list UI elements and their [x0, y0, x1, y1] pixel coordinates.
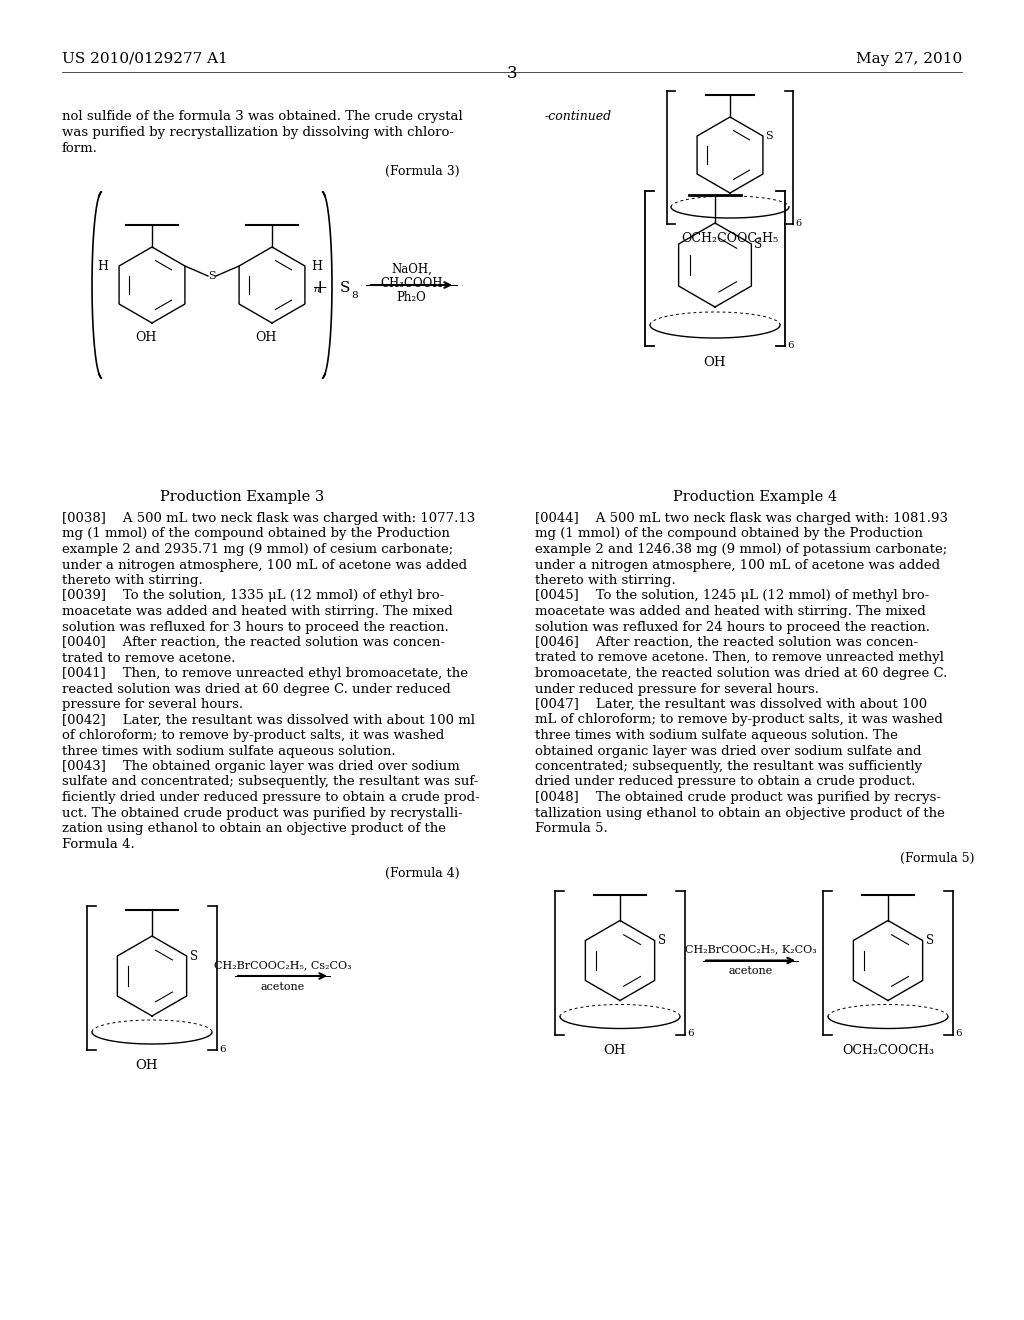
Text: under a nitrogen atmosphere, 100 mL of acetone was added: under a nitrogen atmosphere, 100 mL of a…	[535, 558, 940, 572]
Text: mg (1 mmol) of the compound obtained by the Production: mg (1 mmol) of the compound obtained by …	[62, 528, 450, 540]
Text: Production Example 3: Production Example 3	[160, 490, 325, 504]
Text: [0043]    The obtained organic layer was dried over sodium: [0043] The obtained organic layer was dr…	[62, 760, 460, 774]
Text: OH: OH	[603, 1044, 626, 1056]
Text: Production Example 4: Production Example 4	[673, 490, 837, 504]
Text: [0042]    Later, the resultant was dissolved with about 100 ml: [0042] Later, the resultant was dissolve…	[62, 714, 475, 726]
Text: S: S	[926, 935, 934, 946]
Text: pressure for several hours.: pressure for several hours.	[62, 698, 243, 711]
Text: mg (1 mmol) of the compound obtained by the Production: mg (1 mmol) of the compound obtained by …	[535, 528, 923, 540]
Text: [0044]    A 500 mL two neck flask was charged with: 1081.93: [0044] A 500 mL two neck flask was charg…	[535, 512, 948, 525]
Text: S: S	[657, 935, 666, 946]
Text: was purified by recrystallization by dissolving with chloro-: was purified by recrystallization by dis…	[62, 125, 454, 139]
Text: obtained organic layer was dried over sodium sulfate and: obtained organic layer was dried over so…	[535, 744, 922, 758]
Text: Ph₂O: Ph₂O	[396, 290, 426, 304]
Text: dried under reduced pressure to obtain a crude product.: dried under reduced pressure to obtain a…	[535, 776, 915, 788]
Text: [0046]    After reaction, the reacted solution was concen-: [0046] After reaction, the reacted solut…	[535, 636, 919, 649]
Text: -continued: -continued	[545, 110, 612, 123]
Text: acetone: acetone	[260, 982, 304, 993]
Text: three times with sodium sulfate aqueous solution. The: three times with sodium sulfate aqueous …	[535, 729, 898, 742]
Text: example 2 and 1246.38 mg (9 mmol) of potassium carbonate;: example 2 and 1246.38 mg (9 mmol) of pot…	[535, 543, 947, 556]
Text: three times with sodium sulfate aqueous solution.: three times with sodium sulfate aqueous …	[62, 744, 395, 758]
Text: NaOH,: NaOH,	[391, 263, 432, 276]
Text: OH: OH	[135, 1059, 158, 1072]
Text: CH₃COOH: CH₃COOH	[380, 277, 442, 290]
Text: (Formula 5): (Formula 5)	[900, 851, 975, 865]
Text: [0040]    After reaction, the reacted solution was concen-: [0040] After reaction, the reacted solut…	[62, 636, 445, 649]
Text: (Formula 3): (Formula 3)	[385, 165, 460, 178]
Text: tallization using ethanol to obtain an objective product of the: tallization using ethanol to obtain an o…	[535, 807, 945, 820]
Text: [0038]    A 500 mL two neck flask was charged with: 1077.13: [0038] A 500 mL two neck flask was charg…	[62, 512, 475, 525]
Text: solution was refluxed for 24 hours to proceed the reaction.: solution was refluxed for 24 hours to pr…	[535, 620, 930, 634]
Text: moacetate was added and heated with stirring. The mixed: moacetate was added and heated with stir…	[535, 605, 926, 618]
Text: OCH₂COOC₂H₅: OCH₂COOC₂H₅	[681, 232, 778, 246]
Text: 8: 8	[351, 292, 357, 301]
Text: CH₂BrCOOC₂H₅, Cs₂CO₃: CH₂BrCOOC₂H₅, Cs₂CO₃	[214, 960, 351, 970]
Text: trated to remove acetone. Then, to remove unreacted methyl: trated to remove acetone. Then, to remov…	[535, 652, 944, 664]
Text: (Formula 4): (Formula 4)	[385, 867, 460, 880]
Text: Formula 4.: Formula 4.	[62, 837, 135, 850]
Text: [0039]    To the solution, 1335 μL (12 mmol) of ethyl bro-: [0039] To the solution, 1335 μL (12 mmol…	[62, 590, 444, 602]
Text: bromoacetate, the reacted solution was dried at 60 degree C.: bromoacetate, the reacted solution was d…	[535, 667, 947, 680]
Text: zation using ethanol to obtain an objective product of the: zation using ethanol to obtain an object…	[62, 822, 446, 836]
Text: OCH₂COOCH₃: OCH₂COOCH₃	[842, 1044, 934, 1056]
Text: [0041]    Then, to remove unreacted ethyl bromoacetate, the: [0041] Then, to remove unreacted ethyl b…	[62, 667, 468, 680]
Text: mL of chloroform; to remove by-product salts, it was washed: mL of chloroform; to remove by-product s…	[535, 714, 943, 726]
Text: under a nitrogen atmosphere, 100 mL of acetone was added: under a nitrogen atmosphere, 100 mL of a…	[62, 558, 467, 572]
Text: S: S	[208, 271, 216, 281]
Text: sulfate and concentrated; subsequently, the resultant was suf-: sulfate and concentrated; subsequently, …	[62, 776, 478, 788]
Text: OH: OH	[135, 331, 157, 345]
Text: S: S	[340, 281, 350, 294]
Text: May 27, 2010: May 27, 2010	[856, 51, 962, 66]
Text: of chloroform; to remove by-product salts, it was washed: of chloroform; to remove by-product salt…	[62, 729, 444, 742]
Text: ficiently dried under reduced pressure to obtain a crude prod-: ficiently dried under reduced pressure t…	[62, 791, 480, 804]
Text: under reduced pressure for several hours.: under reduced pressure for several hours…	[535, 682, 819, 696]
Text: n: n	[313, 285, 319, 294]
Text: 6: 6	[687, 1030, 693, 1039]
Text: [0045]    To the solution, 1245 μL (12 mmol) of methyl bro-: [0045] To the solution, 1245 μL (12 mmol…	[535, 590, 929, 602]
Text: 6: 6	[795, 219, 801, 228]
Text: H: H	[97, 260, 109, 272]
Text: OH: OH	[703, 356, 726, 370]
Text: S: S	[765, 131, 772, 141]
Text: OH: OH	[255, 331, 276, 345]
Text: solution was refluxed for 3 hours to proceed the reaction.: solution was refluxed for 3 hours to pro…	[62, 620, 449, 634]
Text: form.: form.	[62, 143, 98, 154]
Text: example 2 and 2935.71 mg (9 mmol) of cesium carbonate;: example 2 and 2935.71 mg (9 mmol) of ces…	[62, 543, 454, 556]
Text: CH₂BrCOOC₂H₅, K₂CO₃: CH₂BrCOOC₂H₅, K₂CO₃	[685, 945, 816, 954]
Text: S: S	[189, 949, 198, 962]
Text: 6: 6	[955, 1030, 962, 1039]
Text: concentrated; subsequently, the resultant was sufficiently: concentrated; subsequently, the resultan…	[535, 760, 923, 774]
Text: H: H	[311, 260, 323, 272]
Text: uct. The obtained crude product was purified by recrystalli-: uct. The obtained crude product was puri…	[62, 807, 463, 820]
Text: thereto with stirring.: thereto with stirring.	[535, 574, 676, 587]
Text: trated to remove acetone.: trated to remove acetone.	[62, 652, 236, 664]
Text: moacetate was added and heated with stirring. The mixed: moacetate was added and heated with stir…	[62, 605, 453, 618]
Text: Formula 5.: Formula 5.	[535, 822, 608, 836]
Text: +: +	[311, 279, 329, 297]
Text: thereto with stirring.: thereto with stirring.	[62, 574, 203, 587]
Text: 3: 3	[507, 65, 517, 82]
Text: reacted solution was dried at 60 degree C. under reduced: reacted solution was dried at 60 degree …	[62, 682, 451, 696]
Text: acetone: acetone	[728, 966, 773, 977]
Text: US 2010/0129277 A1: US 2010/0129277 A1	[62, 51, 228, 66]
Text: [0048]    The obtained crude product was purified by recrys-: [0048] The obtained crude product was pu…	[535, 791, 941, 804]
Text: 6: 6	[219, 1045, 225, 1053]
Text: [0047]    Later, the resultant was dissolved with about 100: [0047] Later, the resultant was dissolve…	[535, 698, 927, 711]
Text: S: S	[755, 238, 763, 251]
Text: nol sulfide of the formula 3 was obtained. The crude crystal: nol sulfide of the formula 3 was obtaine…	[62, 110, 463, 123]
Text: 6: 6	[787, 341, 794, 350]
